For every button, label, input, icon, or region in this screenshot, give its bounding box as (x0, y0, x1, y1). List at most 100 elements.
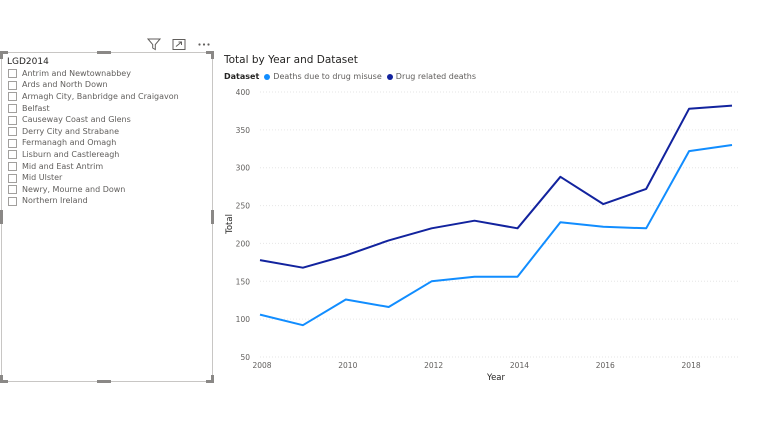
data-point[interactable] (299, 264, 307, 272)
data-point[interactable] (471, 217, 479, 225)
slicer-header: LGD2014 (7, 57, 49, 67)
data-point[interactable] (513, 224, 521, 232)
series-lines (256, 102, 736, 329)
more-options-button[interactable] (196, 36, 212, 52)
filter-icon (147, 38, 161, 50)
slicer-item-northern-ireland[interactable]: Northern Ireland (8, 196, 179, 208)
series-line-drug-related-deaths[interactable] (259, 104, 733, 269)
slicer-item-label: Northern Ireland (22, 196, 88, 206)
slicer-checkbox[interactable] (8, 115, 17, 125)
visual-header-toolbar (146, 36, 212, 52)
slicer-checkbox[interactable] (8, 80, 17, 90)
data-point[interactable] (428, 224, 436, 232)
y-tick-label: 300 (236, 164, 251, 173)
y-tick-label: 100 (236, 315, 251, 324)
y-tick-label: 50 (240, 353, 250, 362)
resize-handle-top-right[interactable] (211, 51, 214, 59)
slicer-item-fermanagh-and-omagh[interactable]: Fermanagh and Omagh (8, 138, 179, 150)
slicer-checkbox[interactable] (8, 162, 17, 172)
slicer-item-label: Newry, Mourne and Down (22, 184, 126, 194)
chart-title: Total by Year and Dataset (224, 54, 358, 66)
data-point[interactable] (685, 147, 693, 155)
y-tick-label: 150 (236, 277, 251, 286)
y-axis: 50 100 150 200 250 300 350 400 (236, 88, 251, 362)
x-axis-title: Year (486, 373, 506, 383)
data-point[interactable] (556, 218, 564, 226)
slicer-item-mid-and-east-antrim[interactable]: Mid and East Antrim (8, 161, 179, 173)
slicer-checkbox[interactable] (8, 92, 17, 102)
filter-button[interactable] (146, 36, 162, 52)
slicer-item-mid-ulster[interactable]: Mid Ulster (8, 172, 179, 184)
data-point[interactable] (256, 311, 264, 319)
slicer-list: Antrim and Newtownabbey Ards and North D… (8, 68, 179, 207)
slicer-item-belfast[interactable]: Belfast (8, 103, 179, 115)
data-point[interactable] (513, 273, 521, 281)
slicer-item-armagh-city-banbridge-and-craigavon[interactable]: Armagh City, Banbridge and Craigavon (8, 91, 179, 103)
x-tick-label: 2010 (338, 361, 357, 370)
resize-handle-bottom-left[interactable] (0, 380, 8, 383)
y-tick-label: 400 (236, 88, 251, 97)
data-point[interactable] (342, 295, 350, 303)
slicer-item-label: Ards and North Down (22, 80, 108, 90)
legend-item-drug-related-deaths[interactable]: Drug related deaths (386, 72, 477, 81)
legend-item-deaths-due-to-drug-misuse[interactable]: Deaths due to drug misuse (264, 72, 382, 81)
slicer-item-causeway-coast-and-glens[interactable]: Causeway Coast and Glens (8, 114, 179, 126)
resize-handle-right[interactable] (211, 210, 214, 224)
legend-item-label: Drug related deaths (395, 72, 477, 81)
resize-handle-bottom-left[interactable] (0, 375, 3, 383)
resize-handle-top-left[interactable] (0, 51, 8, 54)
x-tick-label: 2012 (424, 361, 443, 370)
slicer-item-label: Fermanagh and Omagh (22, 138, 117, 148)
data-point[interactable] (471, 273, 479, 281)
series-line-deaths-due-to-drug-misuse[interactable] (259, 144, 733, 327)
data-point[interactable] (299, 321, 307, 329)
legend-title: Dataset (224, 72, 260, 81)
resize-handle-bottom[interactable] (97, 380, 111, 383)
slicer-item-antrim-and-newtownabbey[interactable]: Antrim and Newtownabbey (8, 68, 179, 80)
data-point[interactable] (385, 303, 393, 311)
x-tick-label: 2016 (596, 361, 615, 370)
data-point[interactable] (256, 256, 264, 264)
data-point[interactable] (428, 277, 436, 285)
slicer-checkbox[interactable] (8, 185, 17, 195)
slicer-item-lisburn-and-castlereagh[interactable]: Lisburn and Castlereagh (8, 149, 179, 161)
slicer-checkbox[interactable] (8, 173, 17, 183)
data-point[interactable] (599, 223, 607, 231)
data-point[interactable] (685, 105, 693, 113)
resize-handle-left[interactable] (0, 210, 3, 224)
data-point[interactable] (385, 236, 393, 244)
gridlines (260, 91, 740, 358)
data-point[interactable] (342, 252, 350, 260)
more-options-icon (198, 42, 210, 46)
slicer-checkbox[interactable] (8, 150, 17, 160)
data-point[interactable] (728, 102, 736, 110)
slicer-item-label: Mid and East Antrim (22, 161, 104, 171)
slicer-item-label: Lisburn and Castlereagh (22, 149, 120, 159)
data-point[interactable] (556, 173, 564, 181)
data-point[interactable] (642, 224, 650, 232)
slicer-checkbox[interactable] (8, 196, 17, 206)
data-point[interactable] (642, 185, 650, 193)
y-tick-label: 250 (236, 202, 251, 211)
resize-handle-top[interactable] (97, 51, 111, 54)
legend-dot (386, 73, 393, 80)
slicer-item-label: Derry City and Strabane (22, 126, 119, 136)
slicer-item-derry-city-and-strabane[interactable]: Derry City and Strabane (8, 126, 179, 138)
focus-mode-icon (172, 38, 186, 50)
focus-mode-button[interactable] (171, 36, 187, 52)
slicer-item-label: Mid Ulster (22, 173, 63, 183)
slicer-checkbox[interactable] (8, 69, 17, 79)
data-point[interactable] (599, 200, 607, 208)
slicer-checkbox[interactable] (8, 104, 17, 114)
resize-handle-top-right[interactable] (206, 51, 214, 54)
resize-handle-bottom-right[interactable] (211, 375, 214, 383)
x-tick-label: 2018 (682, 361, 701, 370)
slicer-checkbox[interactable] (8, 138, 17, 148)
resize-handle-top-left[interactable] (0, 51, 3, 59)
slicer-item-ards-and-north-down[interactable]: Ards and North Down (8, 80, 179, 92)
resize-handle-bottom-right[interactable] (206, 380, 214, 383)
data-point[interactable] (728, 141, 736, 149)
slicer-item-newry-mourne-and-down[interactable]: Newry, Mourne and Down (8, 184, 179, 196)
y-tick-label: 350 (236, 126, 251, 135)
slicer-checkbox[interactable] (8, 127, 17, 137)
